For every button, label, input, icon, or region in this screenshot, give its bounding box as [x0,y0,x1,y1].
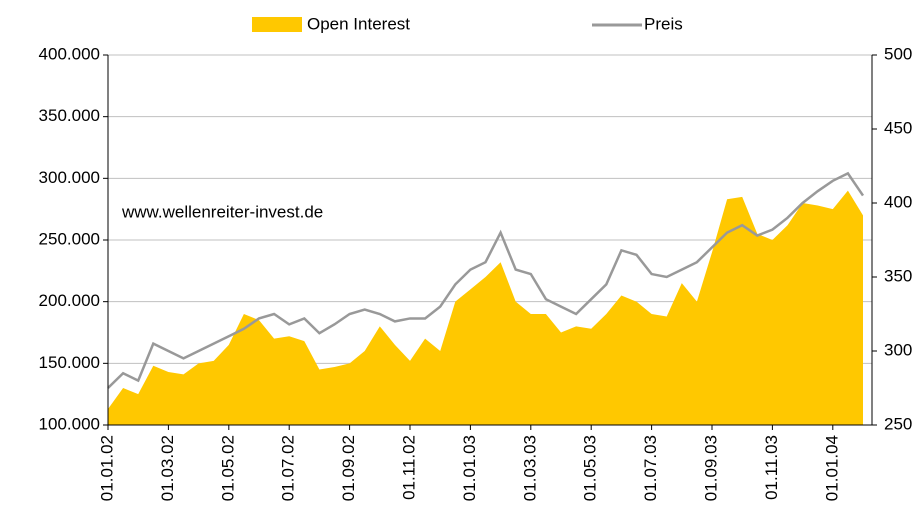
x-tick-label: 01.09.03 [701,435,720,501]
x-tick-label: 01.01.03 [460,435,479,501]
y2-tick-label: 350 [884,266,912,285]
y2-tick-label: 300 [884,340,912,359]
legend-label: Open Interest [307,14,410,33]
x-tick-label: 01.03.02 [158,435,177,501]
y-tick-label: 300.000 [39,168,100,187]
x-tick-label: 01.07.02 [279,435,298,501]
x-tick-label: 01.01.04 [822,435,841,501]
legend-label: Preis [644,14,683,33]
y-tick-label: 250.000 [39,229,100,248]
x-tick-label: 01.11.03 [762,435,781,500]
x-tick-label: 01.07.03 [641,435,660,501]
open-interest-area [108,190,863,425]
legend-swatch [252,17,302,32]
y2-tick-label: 250 [884,414,912,433]
x-tick-label: 01.05.03 [581,435,600,501]
y-tick-label: 350.000 [39,106,100,125]
y2-tick-label: 450 [884,118,912,137]
x-tick-label: 01.11.02 [399,435,418,500]
y-tick-label: 200.000 [39,291,100,310]
x-tick-label: 01.03.03 [520,435,539,501]
x-tick-label: 01.09.02 [339,435,358,501]
annotation: www.wellenreiter-invest.de [121,202,323,221]
y-tick-label: 150.000 [39,353,100,372]
y2-tick-label: 400 [884,192,912,211]
x-tick-label: 01.01.02 [97,435,116,501]
y2-tick-label: 500 [884,44,912,63]
y-tick-label: 400.000 [39,44,100,63]
price-line [107,171,865,389]
x-tick-label: 01.05.02 [218,435,237,501]
y-tick-label: 100.000 [39,414,100,433]
